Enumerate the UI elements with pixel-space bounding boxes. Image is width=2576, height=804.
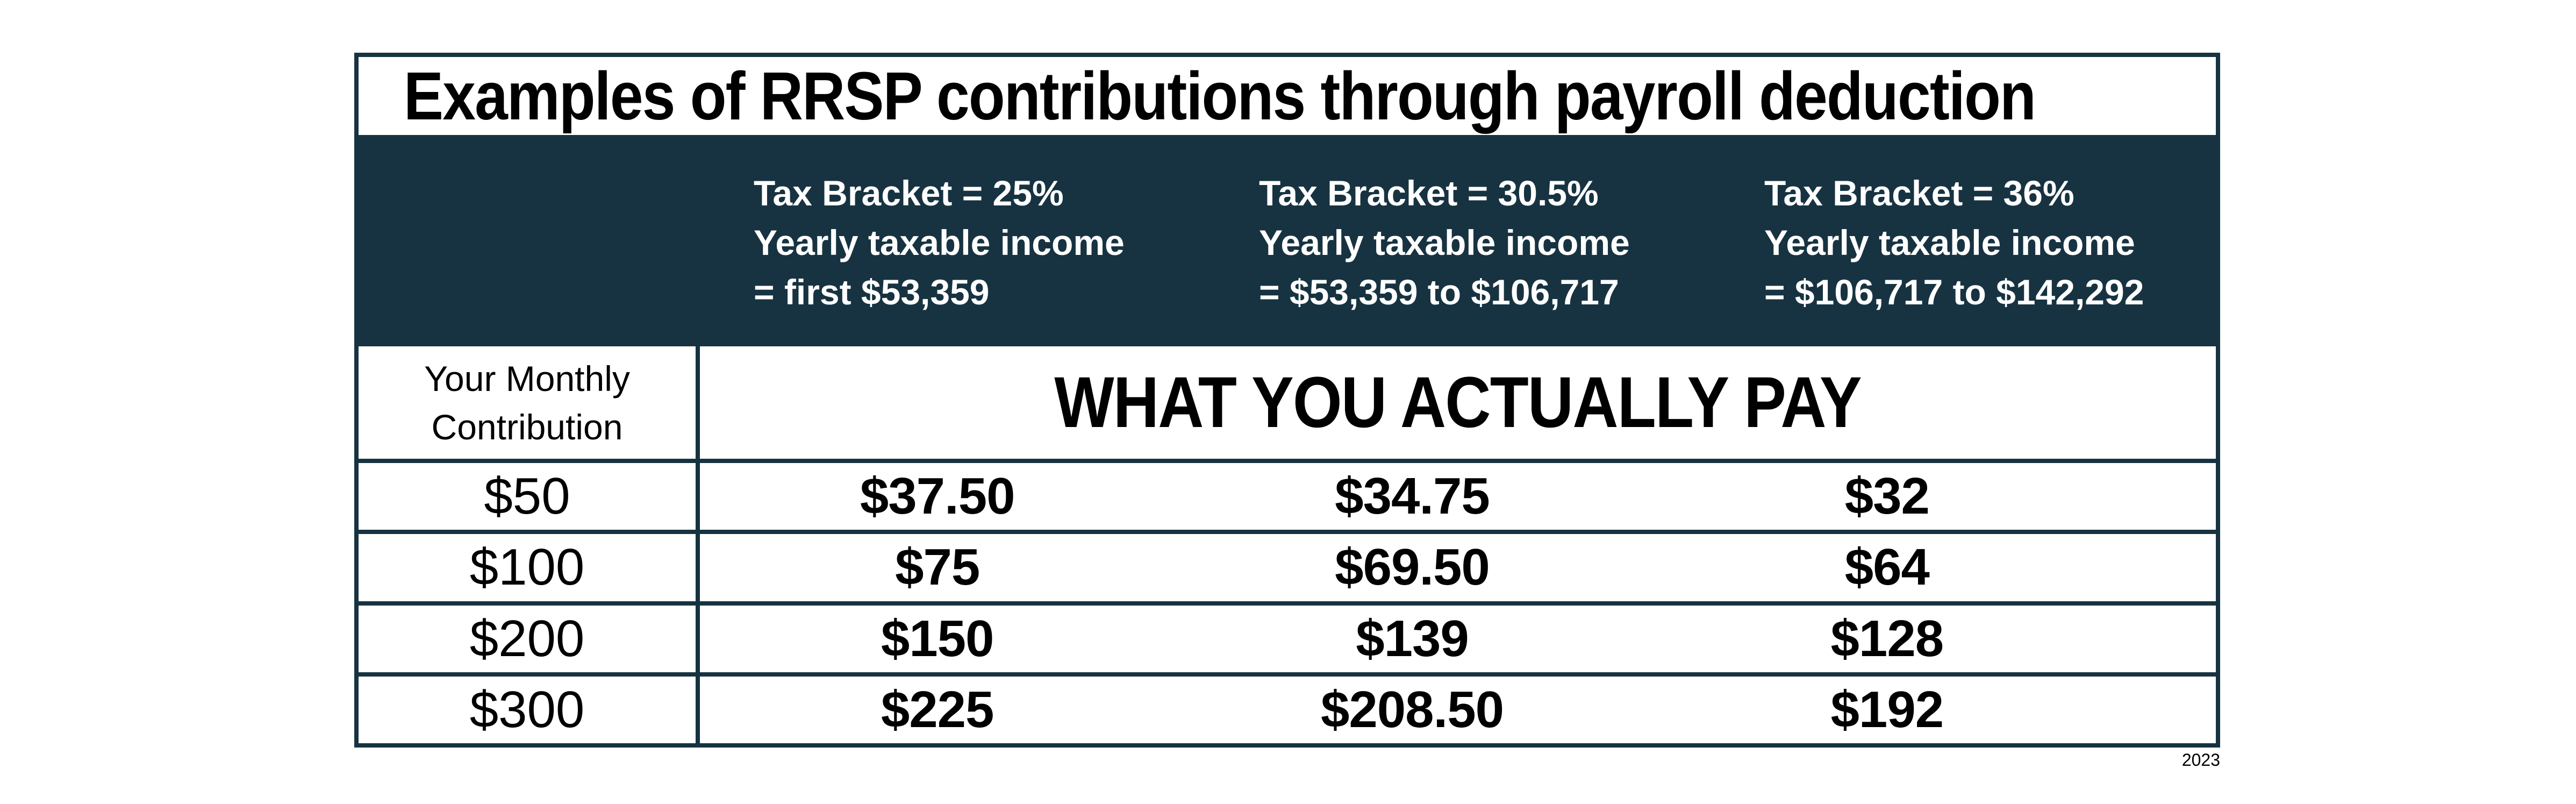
bracket-36-rate: Tax Bracket = 36% [1764, 173, 2074, 213]
pay-cell-25: $75 [895, 538, 980, 596]
bracket-column-25: Tax Bracket = 25% Yearly taxable income … [700, 135, 1205, 346]
table-row: $300 $225 $208.50 $192 [359, 676, 2216, 743]
tax-bracket-header-row: Tax Bracket = 25% Yearly taxable income … [359, 135, 2216, 346]
pay-cell-30-5: $34.75 [1335, 467, 1490, 525]
contribution-cell: $200 [359, 605, 700, 672]
bracket-25-income-label: Yearly taxable income [754, 222, 1125, 262]
bracket-column-30-5: Tax Bracket = 30.5% Yearly taxable incom… [1205, 135, 1711, 346]
pay-cell-36: $32 [1844, 467, 1930, 525]
what-you-actually-pay-heading: WHAT YOU ACTUALLY PAY [1054, 362, 1862, 443]
pay-cell-30-5: $208.50 [1320, 680, 1504, 738]
footnote-year: 2023 [2181, 750, 2220, 770]
monthly-contribution-label-line2: Contribution [431, 407, 623, 447]
pay-cell-36: $64 [1844, 538, 1930, 596]
monthly-contribution-header-cell: Your Monthly Contribution [359, 346, 700, 459]
bracket-header-spacer [359, 135, 700, 346]
contribution-cell: $100 [359, 534, 700, 601]
monthly-contribution-label-line1: Your Monthly [424, 358, 630, 399]
bracket-30-5-income-range: = $53,359 to $106,717 [1259, 272, 1619, 312]
table-row: $100 $75 $69.50 $64 [359, 534, 2216, 606]
table-row: $50 $37.50 $34.75 $32 [359, 463, 2216, 535]
bracket-36-income-range: = $106,717 to $142,292 [1764, 272, 2144, 312]
contribution-cell: $50 [359, 463, 700, 530]
pay-values: $37.50 $34.75 $32 [700, 463, 2216, 530]
pay-cell-30-5: $139 [1356, 609, 1469, 667]
pay-cell-25: $150 [881, 609, 994, 667]
bracket-column-36: Tax Bracket = 36% Yearly taxable income … [1711, 135, 2216, 346]
bracket-36-income-label: Yearly taxable income [1764, 222, 2135, 262]
contribution-cell: $300 [359, 676, 700, 743]
pay-values: $75 $69.50 $64 [700, 534, 2216, 601]
pay-cell-36: $128 [1830, 609, 1944, 667]
page-title: Examples of RRSP contributions through p… [404, 58, 2036, 134]
pay-values: $150 $139 $128 [700, 606, 2216, 672]
bracket-25-rate: Tax Bracket = 25% [754, 173, 1064, 213]
bracket-25-income-range: = first $53,359 [754, 272, 990, 312]
rrsp-contribution-table: Examples of RRSP contributions through p… [354, 53, 2220, 748]
pay-cell-36: $192 [1830, 680, 1944, 738]
pay-values: $225 $208.50 $192 [700, 677, 2216, 743]
pay-cell-25: $225 [881, 680, 994, 738]
pay-cell-25: $37.50 [860, 467, 1015, 525]
bracket-30-5-rate: Tax Bracket = 30.5% [1259, 173, 1599, 213]
table-title-row: Examples of RRSP contributions through p… [359, 57, 2216, 135]
table-row: $200 $150 $139 $128 [359, 605, 2216, 677]
subheader-row: Your Monthly Contribution WHAT YOU ACTUA… [359, 346, 2216, 463]
pay-banner-cell: WHAT YOU ACTUALLY PAY [700, 346, 2216, 459]
pay-cell-30-5: $69.50 [1335, 538, 1490, 596]
bracket-30-5-income-label: Yearly taxable income [1259, 222, 1630, 262]
